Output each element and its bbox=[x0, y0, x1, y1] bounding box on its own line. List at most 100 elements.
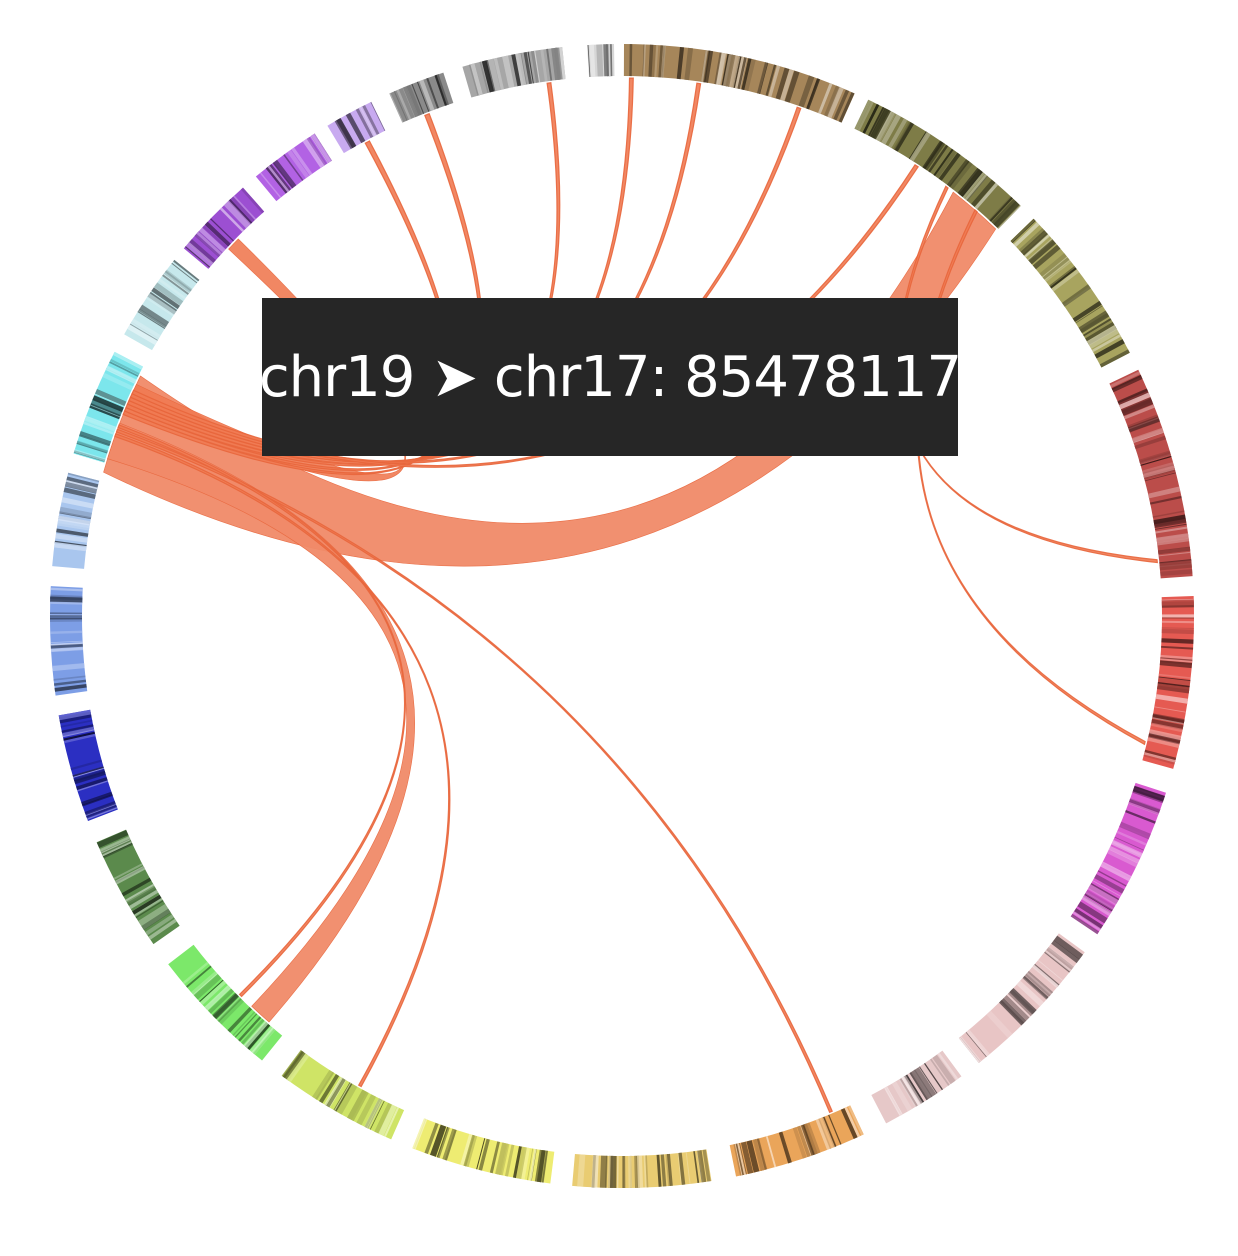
cytoband bbox=[61, 497, 94, 509]
cytoband bbox=[974, 182, 999, 210]
cytoband bbox=[928, 144, 949, 173]
cytoband bbox=[765, 1136, 777, 1168]
link-chr18-chr13[interactable] bbox=[107, 422, 415, 1023]
cytoband bbox=[1045, 261, 1072, 282]
cytoband bbox=[1039, 253, 1068, 277]
cytoband bbox=[132, 894, 162, 915]
segment-chr15[interactable] bbox=[58, 709, 118, 821]
cytoband bbox=[187, 241, 214, 265]
segment-chr5[interactable] bbox=[1142, 596, 1195, 769]
link-chr18-chr12[interactable] bbox=[114, 432, 451, 1088]
cytoband bbox=[426, 77, 440, 109]
cytoband bbox=[1156, 533, 1189, 541]
cytoband bbox=[442, 1128, 457, 1161]
cytoband bbox=[1129, 798, 1161, 813]
segment-chrM[interactable] bbox=[587, 44, 615, 78]
segment-chr3[interactable] bbox=[1010, 218, 1130, 368]
cytoband bbox=[844, 1106, 861, 1138]
cytoband bbox=[937, 1052, 959, 1081]
cytoband bbox=[1147, 486, 1181, 499]
cytoband bbox=[966, 1030, 989, 1057]
cytoband bbox=[1107, 849, 1138, 868]
segment-chr20[interactable] bbox=[183, 187, 265, 269]
cytoband bbox=[52, 663, 85, 672]
link-chr18-chr9[interactable] bbox=[115, 428, 833, 1114]
cytoband bbox=[240, 187, 265, 214]
segment-chr22[interactable] bbox=[327, 101, 386, 154]
segment-chr11[interactable] bbox=[412, 1118, 555, 1184]
cytoband bbox=[733, 56, 742, 88]
cytoband bbox=[847, 1105, 864, 1136]
segment-chr7[interactable] bbox=[958, 933, 1085, 1064]
cytoband bbox=[938, 152, 961, 181]
cytoband bbox=[84, 417, 116, 432]
cytoband bbox=[229, 196, 255, 223]
cytoband bbox=[1018, 228, 1046, 253]
cytoband bbox=[74, 770, 106, 785]
segment-chr12[interactable] bbox=[281, 1050, 405, 1140]
cytoband bbox=[1157, 676, 1191, 687]
segment-chr1[interactable] bbox=[623, 44, 855, 123]
cytoband bbox=[739, 1142, 747, 1175]
cytoband bbox=[1070, 913, 1100, 935]
cytoband bbox=[1010, 987, 1037, 1014]
cytoband bbox=[818, 83, 833, 114]
cytoband bbox=[495, 1142, 507, 1175]
cytoband bbox=[138, 308, 167, 328]
cytoband bbox=[493, 57, 504, 90]
link-chr18-chr13[interactable] bbox=[117, 424, 406, 998]
cytoband bbox=[1158, 676, 1191, 681]
cytoband bbox=[50, 587, 83, 592]
segment-chrX[interactable] bbox=[389, 72, 454, 123]
segment-chr17[interactable] bbox=[52, 472, 100, 569]
segment-chr14[interactable] bbox=[96, 829, 180, 945]
cytoband bbox=[966, 175, 988, 201]
cytoband bbox=[148, 918, 177, 940]
cytoband bbox=[676, 46, 685, 80]
segment-chr13[interactable] bbox=[168, 944, 283, 1061]
cytoband bbox=[145, 914, 174, 936]
cytoband bbox=[527, 51, 534, 84]
cytoband bbox=[50, 617, 83, 620]
segment-body bbox=[871, 1050, 962, 1124]
cytoband bbox=[1155, 526, 1188, 534]
cytoband bbox=[59, 506, 92, 519]
cytoband bbox=[999, 999, 1025, 1026]
cytoband bbox=[893, 121, 912, 151]
cytoband bbox=[589, 44, 596, 77]
cytoband bbox=[500, 1143, 508, 1176]
cytoband bbox=[1119, 821, 1151, 840]
segment-chrY[interactable] bbox=[462, 47, 566, 98]
cytoband bbox=[555, 47, 563, 80]
cytoband bbox=[815, 1119, 831, 1150]
cytoband bbox=[1078, 310, 1109, 333]
cytoband bbox=[965, 1031, 987, 1058]
segment-chr6[interactable] bbox=[1070, 782, 1167, 935]
cytoband bbox=[888, 118, 908, 149]
segment-chr16[interactable] bbox=[49, 586, 88, 696]
segment-chr19[interactable] bbox=[124, 259, 200, 351]
segment-chr8[interactable] bbox=[871, 1050, 962, 1124]
cytoband bbox=[72, 766, 104, 777]
cytoband bbox=[894, 122, 914, 152]
cytoband bbox=[591, 1155, 598, 1188]
segment-chr21[interactable] bbox=[255, 133, 332, 202]
cytoband bbox=[351, 1091, 369, 1122]
cytoband bbox=[1049, 266, 1076, 287]
cytoband bbox=[113, 863, 143, 880]
cytoband bbox=[824, 85, 840, 117]
cytoband bbox=[1087, 884, 1119, 906]
cytoband bbox=[1159, 660, 1193, 669]
segment-chr4[interactable] bbox=[1109, 369, 1193, 579]
cytoband bbox=[334, 1082, 352, 1111]
cytoband bbox=[364, 1098, 384, 1129]
segment-chr2[interactable] bbox=[854, 99, 1021, 229]
segment-chr10[interactable] bbox=[572, 1149, 712, 1188]
segment-chr9[interactable] bbox=[729, 1105, 864, 1177]
cytoband bbox=[204, 985, 231, 1011]
cytoband bbox=[121, 877, 152, 897]
cytoband bbox=[704, 50, 714, 83]
cytoband bbox=[997, 205, 1021, 229]
cytoband bbox=[50, 643, 83, 649]
segment-chr18[interactable] bbox=[73, 351, 144, 463]
